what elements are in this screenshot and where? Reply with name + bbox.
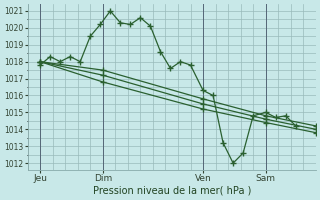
X-axis label: Pression niveau de la mer( hPa ): Pression niveau de la mer( hPa ) [92, 186, 251, 196]
